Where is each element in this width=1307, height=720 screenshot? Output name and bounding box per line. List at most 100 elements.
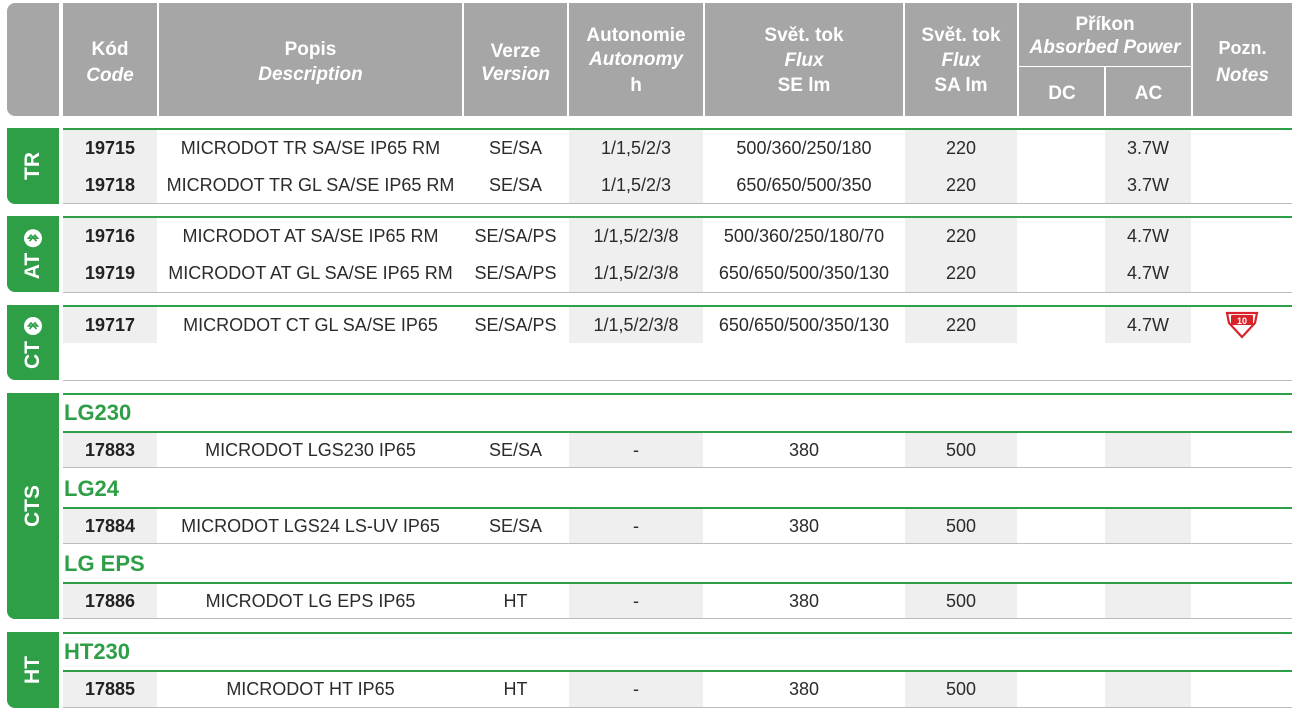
row-code: 17883 [84,439,136,460]
header-version-en: Version [481,64,550,85]
row-autonomy: 1/1,5/2/3 [600,137,672,158]
group-label-ht: HT [21,656,44,684]
row-flux-sa: 220 [945,137,977,158]
group-label-tr: TR [21,152,44,180]
group-label-cts: CTS [21,485,44,527]
header-flux-sa-unit: SA lm [934,75,988,96]
warranty-badge-icon: 10 [1224,309,1260,339]
header-notes: Pozn. Notes [1193,3,1292,116]
row-autonomy: - [633,590,639,611]
header-flux-se-en: Flux [784,50,824,71]
row-description: MICRODOT TR SA/SE IP65 RM [180,137,441,158]
group-tab-ct: CT [7,305,59,380]
row-version: SE/SA/PS [474,263,557,283]
row-code: 17884 [84,515,136,536]
header-notes-en: Notes [1216,65,1269,86]
header-power: Příkon Absorbed Power DC AC [1019,3,1191,116]
row-version: SE/SA [488,137,543,158]
header-power-ac: AC [1134,83,1163,104]
row-description: MICRODOT AT GL SA/SE IP65 RM [168,263,453,283]
row-description: MICRODOT LGS24 LS-UV IP65 [181,515,440,536]
row-flux-se: 650/650/500/350/130 [718,314,890,335]
row-flux-sa: 500 [945,515,977,536]
bluetooth-icon [24,316,42,335]
row-flux-se: 650/650/500/350/130 [718,263,890,283]
row-version: SE/SA/PS [474,226,557,246]
row-flux-sa: 500 [945,439,977,460]
row-power-ac: 3.7W [1126,137,1169,158]
header-description-cz: Popis [284,39,337,60]
header-version: Verze Version [464,3,567,116]
row-flux-se: 500/360/250/180 [736,137,872,158]
header-autonomy-en: Autonomy [589,49,683,70]
row-version: HT [503,590,528,611]
group-tab-cts: CTS [7,393,59,619]
row-description: MICRODOT HT IP65 [226,679,395,699]
row-flux-sa: 220 [945,226,977,246]
row-flux-sa: 500 [945,679,977,699]
row-code: 19719 [84,263,136,283]
row-autonomy: 1/1,5/2/3/8 [593,263,679,283]
group-tab-tr: TR [7,128,59,204]
row-version: SE/SA [488,174,543,195]
row-flux-se: 380 [788,679,820,699]
row-version: SE/SA [488,439,543,460]
row-code: 19717 [84,314,136,335]
group-tab-ht: HT [7,632,59,708]
row-flux-se: 650/650/500/350 [736,174,872,195]
group-tab-at: AT [7,216,59,292]
row-flux-sa: 220 [945,314,977,335]
row-flux-se: 380 [788,439,820,460]
header-flux-se-cz: Svět. tok [764,25,844,46]
row-autonomy: - [633,439,639,460]
row-autonomy: 1/1,5/2/3/8 [593,226,679,246]
row-code: 19716 [84,226,136,246]
row-autonomy: 1/1,5/2/3 [600,174,672,195]
header-code-cz: Kód [91,39,129,60]
row-version: SE/SA [488,515,543,536]
row-power-ac: 4.7W [1126,263,1169,283]
header-code: Kód Code [63,3,157,116]
row-flux-sa: 500 [945,590,977,611]
row-code: 19718 [84,174,136,195]
header-corner [7,3,59,116]
warranty-badge-label: 10 [1237,316,1247,326]
row-description: MICRODOT TR GL SA/SE IP65 RM [166,174,455,195]
header-autonomy-cz: Autonomie [586,25,686,46]
subhead-lg-eps: LG EPS [64,551,145,576]
row-power-ac: 4.7W [1126,314,1169,335]
header-power-dc: DC [1048,83,1076,104]
row-power-ac: 4.7W [1126,226,1169,246]
group-label-at: AT [21,252,44,280]
header-flux-sa: Svět. tok Flux SA lm [905,3,1017,116]
row-description: MICRODOT CT GL SA/SE IP65 [183,314,438,335]
header-flux-sa-cz: Svět. tok [921,25,1001,46]
row-description: MICRODOT AT SA/SE IP65 RM [182,226,439,246]
header-flux-se-unit: SE lm [777,75,831,96]
header-code-en: Code [86,65,134,86]
row-code: 19715 [84,137,136,158]
header-power-en: Absorbed Power [1029,37,1181,58]
row-power-ac: 3.7W [1126,174,1169,195]
header-notes-cz: Pozn. [1218,38,1267,58]
row-code: 17885 [84,679,136,699]
header-flux-se: Svět. tok Flux SE lm [705,3,903,116]
row-description: MICRODOT LGS230 IP65 [205,439,416,460]
row-code: 17886 [84,590,136,611]
row-autonomy: 1/1,5/2/3/8 [593,314,679,335]
row-flux-se: 500/360/250/180/70 [723,226,885,246]
row-autonomy: - [633,679,639,699]
header-description: Popis Description [159,3,462,116]
header-description-en: Description [258,64,363,85]
header-autonomy: Autonomie Autonomy h [569,3,703,116]
subhead-lg230: LG230 [64,400,132,425]
group-label-ct: CT [21,340,44,369]
header-power-cz: Příkon [1075,14,1135,35]
header-autonomy-unit: h [630,75,642,96]
subhead-ht230: HT230 [64,639,131,664]
row-version: SE/SA/PS [474,314,557,335]
header-version-cz: Verze [490,41,541,62]
row-flux-sa: 220 [945,174,977,195]
row-description: MICRODOT LG EPS IP65 [205,590,416,611]
header-flux-sa-en: Flux [941,50,981,71]
